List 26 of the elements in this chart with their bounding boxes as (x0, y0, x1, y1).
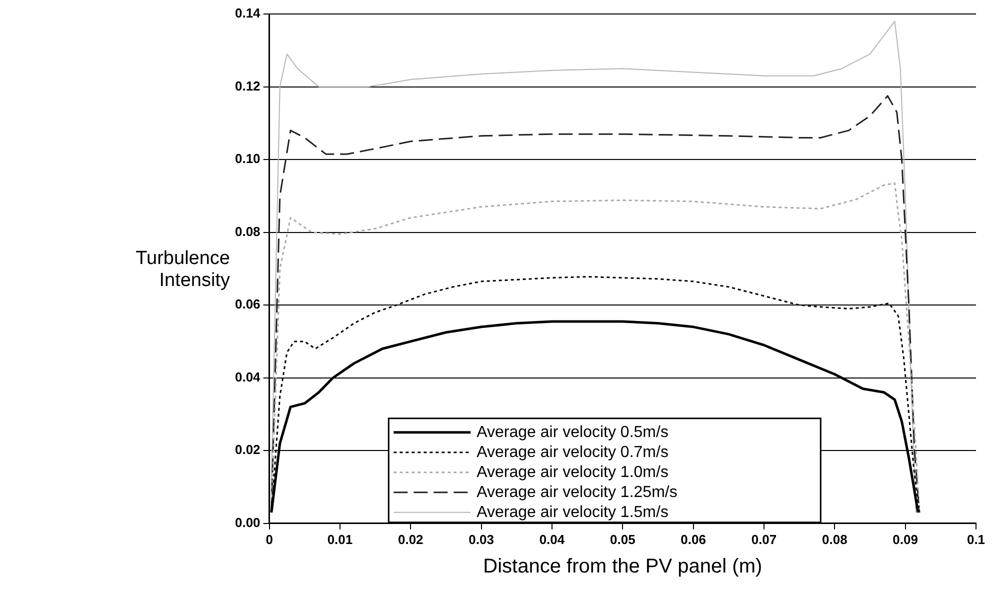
y-axis-title: Turbulence Intensity (134, 248, 230, 292)
x-tick-label: 0.1 (966, 532, 986, 547)
x-tick-label: 0.08 (822, 532, 848, 547)
legend-label: Average air velocity 0.7m/s (476, 444, 668, 461)
x-tick-label: 0.07 (751, 532, 777, 547)
y-tick-label: 0.00 (234, 514, 260, 530)
x-tick-label: 0 (266, 532, 273, 547)
legend-label: Average air velocity 1.5m/s (476, 504, 668, 521)
legend-label: Average air velocity 1.25m/s (476, 484, 678, 501)
y-tick-label: 0.02 (234, 442, 260, 458)
y-tick-label: 0.04 (234, 369, 262, 384)
x-tick-label: 0.02 (398, 532, 424, 547)
x-tick-label: 0.09 (892, 532, 918, 547)
y-tick-label: 0.10 (234, 151, 260, 166)
x-tick-label: 0.05 (610, 532, 636, 547)
x-tick-label: 0.06 (680, 532, 706, 547)
y-tick-label: 0.08 (234, 224, 260, 239)
x-tick-label: 0.01 (327, 532, 353, 547)
x-axis-title: Distance from the PV panel (m) (483, 556, 762, 578)
y-tick-label: 0.06 (234, 296, 260, 312)
legend-label: Average air velocity 1.0m/s (476, 464, 668, 481)
y-tick-label: 0.14 (234, 6, 262, 21)
x-tick-label: 0.04 (539, 532, 566, 547)
y-tick-label: 0.12 (234, 78, 260, 94)
legend-label: Average air velocity 0.5m/s (476, 424, 668, 441)
x-tick-label: 0.03 (468, 532, 494, 547)
